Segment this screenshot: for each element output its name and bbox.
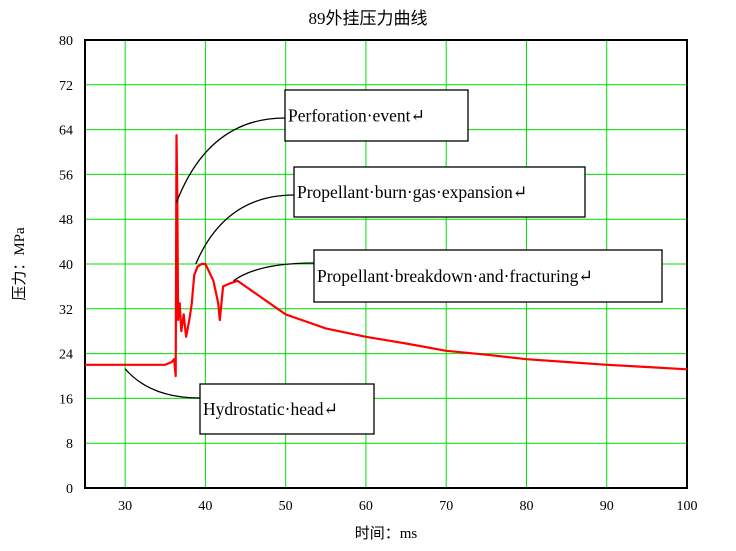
annotation-label: Hydrostatic·head↵: [203, 399, 338, 419]
annotation-leader: [175, 117, 286, 203]
annotation-leader: [195, 194, 295, 265]
y-axis-label: 压力：MPa: [11, 227, 28, 301]
y-tick-label: 64: [59, 124, 73, 139]
annotation-box: [293, 166, 586, 218]
x-tick-label: 100: [677, 499, 698, 514]
annotation-leader: [233, 262, 315, 282]
series: [85, 134, 688, 378]
x-tick-label: 40: [198, 499, 212, 514]
x-tick-label: 30: [118, 499, 132, 514]
y-tick-label: 40: [59, 258, 73, 273]
x-tick-label: 50: [279, 499, 293, 514]
chart-title: 89外挂压力曲线: [309, 9, 428, 28]
axes: 30 40 50 60 70 80 90 100 0 8 16 24 32 40 48 56 64 72 80: [59, 34, 698, 514]
x-tick-label: 80: [519, 499, 533, 514]
y-tick-label: 72: [59, 79, 73, 94]
y-tick-label: 8: [66, 437, 73, 452]
annotation-box: [199, 383, 375, 435]
x-tick-label: 70: [439, 499, 453, 514]
pressure-line: [85, 134, 688, 378]
y-tick-label: 48: [59, 213, 73, 228]
annotation-box: [284, 89, 469, 142]
x-axis-label: 时间：ms: [355, 525, 418, 542]
y-tick-label: 16: [59, 392, 73, 407]
annotation-label: Perforation·event↵: [288, 106, 425, 126]
x-tick-label: 90: [600, 499, 614, 514]
y-tick-label: 56: [59, 168, 73, 183]
x-tick-label: 60: [359, 499, 373, 514]
annotation-label: Propellant·burn·gas·expansion↵: [297, 182, 527, 202]
plot-frame: [84, 39, 688, 489]
y-tick-label: 80: [59, 34, 73, 49]
y-tick-label: 24: [59, 348, 73, 363]
y-tick-label: 0: [66, 482, 73, 497]
annotations: Perforation·event↵ Propellant·burn·gas·ex…: [124, 89, 663, 435]
annotation-box: [313, 249, 663, 303]
annotation-leader: [124, 368, 201, 399]
annotation-label: Propellant·breakdown·and·fracturing↵: [317, 266, 593, 286]
y-tick-label: 32: [59, 303, 73, 318]
